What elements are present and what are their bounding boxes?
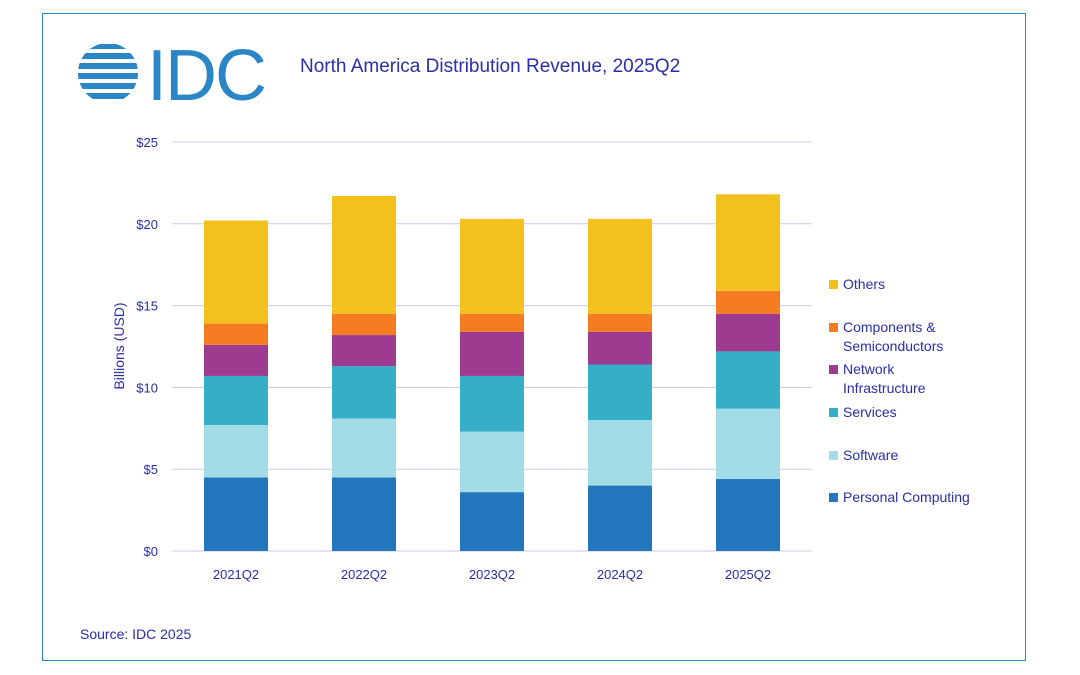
bar-segment xyxy=(588,218,652,314)
bar-segment xyxy=(460,431,524,493)
legend-label: Network xyxy=(843,361,895,377)
chart-title: North America Distribution Revenue, 2025… xyxy=(300,56,681,77)
bar-segment xyxy=(716,351,780,409)
bar-segment xyxy=(332,335,396,367)
y-tick-label: $20 xyxy=(136,217,158,232)
x-tick-label: 2024Q2 xyxy=(597,567,643,582)
x-tick-label: 2025Q2 xyxy=(725,567,771,582)
source-note: Source: IDC 2025 xyxy=(80,626,192,642)
bar-segment xyxy=(204,477,268,551)
bar-segment xyxy=(460,331,524,376)
bar-segment xyxy=(588,420,652,486)
legend-swatch xyxy=(829,280,838,289)
legend-label: Services xyxy=(843,404,897,420)
legend-label: Semiconductors xyxy=(843,338,943,354)
x-tick-label: 2022Q2 xyxy=(341,567,387,582)
legend-swatch xyxy=(829,493,838,502)
bar-segment xyxy=(716,479,780,551)
chart-frame xyxy=(42,13,1026,661)
y-tick-label: $25 xyxy=(136,135,158,150)
bar-segment xyxy=(332,313,396,336)
bar-segment xyxy=(204,220,268,324)
bar-segment xyxy=(588,485,652,551)
logo-text: IDC xyxy=(147,36,265,116)
y-tick-label: $10 xyxy=(136,380,158,395)
bar-segment xyxy=(716,313,780,352)
legend-label: Others xyxy=(843,276,885,292)
legend-label: Infrastructure xyxy=(843,380,926,396)
bar-segment xyxy=(460,313,524,332)
bar-segment xyxy=(204,425,268,478)
x-tick-label: 2021Q2 xyxy=(213,567,259,582)
bar-segment xyxy=(332,418,396,478)
y-axis-label: Billions (USD) xyxy=(111,302,127,389)
bar-segment xyxy=(588,331,652,365)
y-tick-label: $15 xyxy=(136,299,158,314)
bar-segment xyxy=(460,218,524,314)
y-tick-label: $0 xyxy=(144,544,158,559)
bar-segment xyxy=(204,344,268,376)
legend-swatch xyxy=(829,451,838,460)
legend-label: Components & xyxy=(843,319,936,335)
bar-segment xyxy=(588,364,652,421)
legend-swatch xyxy=(829,365,838,374)
bar-segment xyxy=(460,375,524,432)
legend-label: Software xyxy=(843,447,898,463)
legend-swatch xyxy=(829,323,838,332)
bar-segment xyxy=(332,195,396,314)
legend-label: Personal Computing xyxy=(843,489,970,505)
bar-segment xyxy=(332,477,396,551)
bar-segment xyxy=(716,408,780,480)
bar-segment xyxy=(332,366,396,419)
legend-swatch xyxy=(829,408,838,417)
bar-segment xyxy=(204,375,268,426)
y-tick-label: $5 xyxy=(144,462,158,477)
bar-segment xyxy=(716,290,780,314)
x-tick-label: 2023Q2 xyxy=(469,567,515,582)
bar-segment xyxy=(588,313,652,332)
bar-segment xyxy=(716,194,780,291)
bar-segment xyxy=(460,492,524,551)
bar-segment xyxy=(204,323,268,345)
idc-logo: IDC xyxy=(78,36,267,116)
